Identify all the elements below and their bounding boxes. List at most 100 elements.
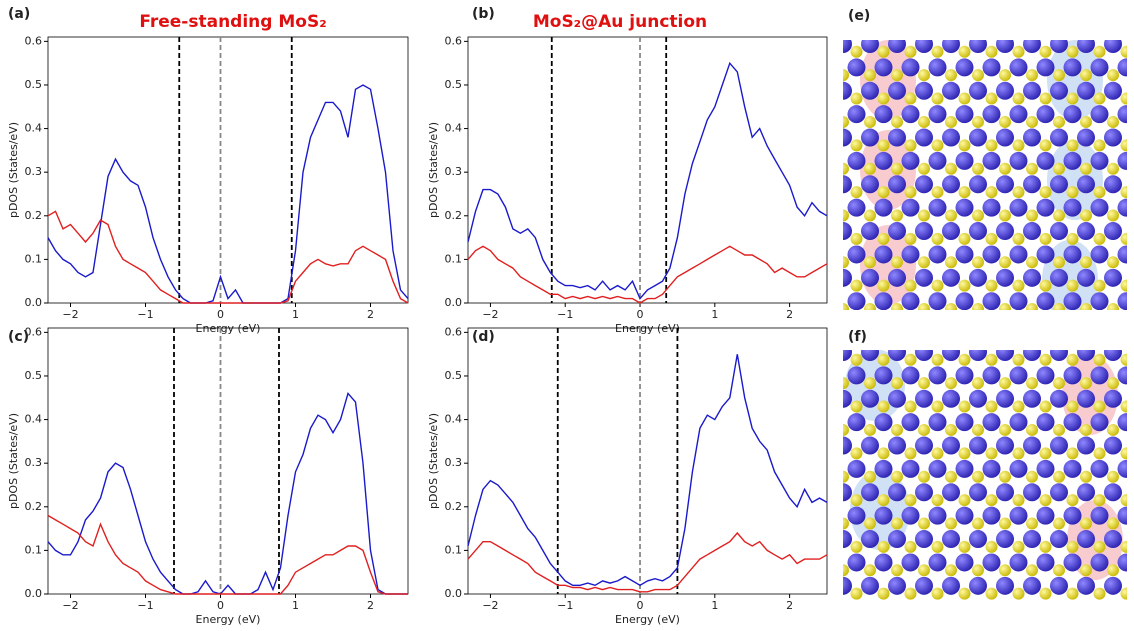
atom-s	[932, 326, 944, 338]
x-tick-label: 1	[711, 308, 718, 321]
atom-mo	[847, 413, 866, 432]
x-axis-label: Energy (eV)	[196, 613, 261, 626]
atom-s	[972, 330, 984, 342]
atom-s	[891, 330, 903, 342]
y-tick-label: 0.5	[445, 369, 463, 382]
atom-mo	[1063, 366, 1082, 385]
atom-mo	[875, 600, 893, 618]
atom-mo	[928, 245, 947, 264]
atom-mo	[1023, 222, 1041, 241]
atom-mo	[929, 320, 947, 338]
atom-mo	[942, 436, 960, 455]
atom-s	[891, 162, 903, 175]
atom-s	[1026, 162, 1038, 175]
atom-mo	[915, 268, 933, 287]
atom-s	[931, 447, 944, 460]
atom-mo	[1050, 222, 1068, 241]
atom-s	[1066, 186, 1079, 199]
atom-s	[891, 470, 903, 483]
atom-mo	[955, 553, 974, 572]
atom-s	[904, 139, 917, 152]
x-tick-label: 0	[637, 599, 644, 612]
atom-mo	[1050, 175, 1068, 194]
atom-mo	[969, 350, 987, 361]
atom-s	[850, 587, 863, 600]
atom-s	[1053, 517, 1065, 530]
atom-s	[878, 326, 890, 338]
atom-mo	[847, 151, 866, 170]
atom-mo	[996, 81, 1014, 100]
y-tick-label: 0.1	[445, 252, 463, 265]
atom-mo	[969, 576, 987, 595]
atom-mo	[1117, 506, 1127, 525]
atom-mo	[1063, 151, 1082, 170]
atom-mo	[1009, 459, 1028, 478]
atom-mo	[1104, 389, 1122, 408]
atom-mo	[1023, 128, 1041, 147]
atom-mo	[928, 366, 947, 385]
atom-s	[904, 447, 917, 460]
y-tick-label: 0.1	[25, 543, 43, 556]
atom-mo	[1090, 292, 1109, 310]
x-tick-label: −1	[137, 308, 153, 321]
data-line	[47, 514, 408, 595]
x-tick-label: −2	[62, 599, 78, 612]
atom-s	[999, 209, 1011, 222]
atom-s	[985, 400, 998, 413]
atom-s	[904, 186, 917, 199]
atom-mo	[843, 483, 852, 502]
atom-s	[918, 470, 930, 483]
atom-mo	[1009, 151, 1028, 170]
atom-mo	[1077, 222, 1095, 241]
atom-s	[1066, 447, 1079, 460]
atom-mo	[1091, 320, 1109, 338]
atom-mo	[1050, 81, 1068, 100]
atom-mo	[982, 366, 1001, 385]
atom-mo	[982, 553, 1001, 572]
atom-mo	[888, 81, 906, 100]
atom-mo	[888, 483, 906, 502]
atom-mo	[996, 436, 1014, 455]
atom-s	[843, 115, 849, 128]
atom-s	[824, 494, 836, 506]
atom-mo	[1036, 198, 1055, 217]
atom-s	[958, 139, 971, 152]
atom-mo	[888, 576, 906, 595]
atom-mo	[1104, 81, 1122, 100]
atom-s	[824, 541, 836, 553]
atom-s	[891, 611, 903, 623]
atom-s	[843, 377, 849, 390]
atom-mo	[1009, 553, 1028, 572]
atom-s	[824, 93, 836, 105]
atom-mo	[847, 245, 866, 264]
atom-s	[999, 517, 1011, 530]
atom-mo	[915, 436, 933, 455]
atom-s	[1053, 423, 1065, 436]
atom-mo	[843, 530, 852, 549]
atom-s	[1080, 517, 1092, 530]
atom-mo	[956, 320, 974, 338]
atom-mo	[874, 151, 893, 170]
atom-mo	[982, 506, 1001, 525]
atom-mo	[1050, 530, 1068, 549]
atom-mo	[1023, 316, 1041, 334]
atom-mo	[847, 292, 866, 310]
atom-s	[999, 611, 1011, 623]
panel-label: (d)	[472, 329, 495, 345]
atom-mo	[1117, 105, 1127, 124]
atom-mo	[915, 40, 933, 53]
atom-s	[904, 92, 917, 105]
atom-mo	[1117, 413, 1127, 432]
atom-mo	[807, 35, 825, 53]
atom-mo	[1050, 576, 1068, 595]
atom-s	[1012, 494, 1025, 507]
y-tick-label: 0.0	[25, 296, 43, 309]
atom-mo	[1023, 483, 1041, 502]
atom-s	[1120, 447, 1127, 460]
atom-s	[931, 587, 944, 600]
atom-mo	[1090, 553, 1109, 572]
atom-mo	[1077, 128, 1095, 147]
atom-mo	[861, 530, 879, 549]
atom-s	[1053, 209, 1065, 222]
atom-mo	[1036, 366, 1055, 385]
